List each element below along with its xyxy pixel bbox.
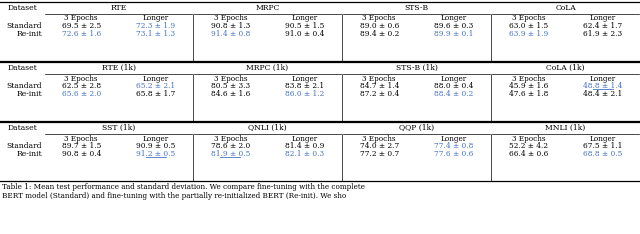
Text: 89.0 ± 0.6: 89.0 ± 0.6 xyxy=(360,22,399,29)
Text: Table 1: Mean test performance and standard deviation. We compare fine-tuning wi: Table 1: Mean test performance and stand… xyxy=(2,183,365,191)
Text: 3 Epochs: 3 Epochs xyxy=(362,75,396,83)
Text: 84.7 ± 1.4: 84.7 ± 1.4 xyxy=(360,82,399,90)
Text: Standard: Standard xyxy=(6,22,42,29)
Text: MRPC: MRPC xyxy=(255,4,280,11)
Text: 82.1 ± 0.3: 82.1 ± 0.3 xyxy=(285,150,324,158)
Text: Longer: Longer xyxy=(441,15,467,22)
Text: 3 Epochs: 3 Epochs xyxy=(362,15,396,22)
Text: Longer: Longer xyxy=(292,15,318,22)
Text: Longer: Longer xyxy=(441,135,467,143)
Text: 48.8 ± 1.4: 48.8 ± 1.4 xyxy=(583,82,623,90)
Text: 89.7 ± 1.5: 89.7 ± 1.5 xyxy=(61,142,101,150)
Text: Longer: Longer xyxy=(589,15,616,22)
Text: Standard: Standard xyxy=(6,142,42,150)
Text: 65.2 ± 2.1: 65.2 ± 2.1 xyxy=(136,82,175,90)
Text: Longer: Longer xyxy=(441,75,467,83)
Text: Standard: Standard xyxy=(6,82,42,90)
Text: 62.5 ± 2.8: 62.5 ± 2.8 xyxy=(61,82,101,90)
Text: 83.8 ± 2.1: 83.8 ± 2.1 xyxy=(285,82,324,90)
Text: 91.4 ± 0.8: 91.4 ± 0.8 xyxy=(211,29,250,37)
Text: Re-init: Re-init xyxy=(17,29,42,37)
Text: Re-init: Re-init xyxy=(17,150,42,158)
Text: CoLA: CoLA xyxy=(555,4,576,11)
Text: QQP (1k): QQP (1k) xyxy=(399,124,434,132)
Text: MNLI (1k): MNLI (1k) xyxy=(545,124,586,132)
Text: RTE (1k): RTE (1k) xyxy=(102,64,136,72)
Text: 77.2 ± 0.7: 77.2 ± 0.7 xyxy=(360,150,399,158)
Text: QNLI (1k): QNLI (1k) xyxy=(248,124,287,132)
Text: SST (1k): SST (1k) xyxy=(102,124,135,132)
Text: Re-init: Re-init xyxy=(17,90,42,98)
Text: Longer: Longer xyxy=(143,15,169,22)
Text: 88.0 ± 0.4: 88.0 ± 0.4 xyxy=(434,82,474,90)
Text: 81.9 ± 0.5: 81.9 ± 0.5 xyxy=(211,150,250,158)
Text: 89.4 ± 0.2: 89.4 ± 0.2 xyxy=(360,29,399,37)
Text: 3 Epochs: 3 Epochs xyxy=(65,15,98,22)
Text: BERT model (Standard) and fine-tuning with the partially re-initialized BERT (Re: BERT model (Standard) and fine-tuning wi… xyxy=(2,192,346,200)
Text: Longer: Longer xyxy=(589,135,616,143)
Text: Longer: Longer xyxy=(143,135,169,143)
Text: 72.3 ± 1.9: 72.3 ± 1.9 xyxy=(136,22,175,29)
Text: 72.6 ± 1.6: 72.6 ± 1.6 xyxy=(61,29,101,37)
Text: 90.9 ± 0.5: 90.9 ± 0.5 xyxy=(136,142,175,150)
Text: 84.6 ± 1.6: 84.6 ± 1.6 xyxy=(211,90,250,98)
Text: 77.6 ± 0.6: 77.6 ± 0.6 xyxy=(434,150,474,158)
Text: Dataset: Dataset xyxy=(7,124,37,132)
Text: 3 Epochs: 3 Epochs xyxy=(214,15,247,22)
Text: 48.4 ± 2.1: 48.4 ± 2.1 xyxy=(583,90,622,98)
Text: 3 Epochs: 3 Epochs xyxy=(511,75,545,83)
Text: 81.4 ± 0.9: 81.4 ± 0.9 xyxy=(285,142,324,150)
Text: 73.1 ± 1.3: 73.1 ± 1.3 xyxy=(136,29,175,37)
Text: 91.2 ± 0.5: 91.2 ± 0.5 xyxy=(136,150,175,158)
Text: 47.6 ± 1.8: 47.6 ± 1.8 xyxy=(509,90,548,98)
Text: 3 Epochs: 3 Epochs xyxy=(511,15,545,22)
Text: 65.8 ± 1.7: 65.8 ± 1.7 xyxy=(136,90,175,98)
Text: RTE: RTE xyxy=(110,4,127,11)
Text: 63.9 ± 1.9: 63.9 ± 1.9 xyxy=(509,29,548,37)
Text: 3 Epochs: 3 Epochs xyxy=(65,135,98,143)
Text: CoLA (1k): CoLA (1k) xyxy=(547,64,585,72)
Text: 3 Epochs: 3 Epochs xyxy=(65,75,98,83)
Text: Longer: Longer xyxy=(589,75,616,83)
Text: 67.5 ± 1.1: 67.5 ± 1.1 xyxy=(583,142,623,150)
Text: 89.6 ± 0.3: 89.6 ± 0.3 xyxy=(434,22,474,29)
Text: 88.4 ± 0.2: 88.4 ± 0.2 xyxy=(434,90,474,98)
Text: 90.8 ± 1.3: 90.8 ± 1.3 xyxy=(211,22,250,29)
Text: 87.2 ± 0.4: 87.2 ± 0.4 xyxy=(360,90,399,98)
Text: STS-B: STS-B xyxy=(404,4,429,11)
Text: MRPC (1k): MRPC (1k) xyxy=(246,64,289,72)
Text: 52.2 ± 4.2: 52.2 ± 4.2 xyxy=(509,142,548,150)
Text: 3 Epochs: 3 Epochs xyxy=(214,75,247,83)
Text: Longer: Longer xyxy=(143,75,169,83)
Text: Dataset: Dataset xyxy=(7,64,37,72)
Text: 80.5 ± 3.3: 80.5 ± 3.3 xyxy=(211,82,250,90)
Text: 65.6 ± 2.0: 65.6 ± 2.0 xyxy=(61,90,101,98)
Text: 66.4 ± 0.6: 66.4 ± 0.6 xyxy=(509,150,548,158)
Text: 63.0 ± 1.5: 63.0 ± 1.5 xyxy=(509,22,548,29)
Text: 62.4 ± 1.7: 62.4 ± 1.7 xyxy=(583,22,622,29)
Text: 3 Epochs: 3 Epochs xyxy=(362,135,396,143)
Text: 89.9 ± 0.1: 89.9 ± 0.1 xyxy=(434,29,474,37)
Text: 74.0 ± 2.7: 74.0 ± 2.7 xyxy=(360,142,399,150)
Text: STS-B (1k): STS-B (1k) xyxy=(396,64,437,72)
Text: 78.6 ± 2.0: 78.6 ± 2.0 xyxy=(211,142,250,150)
Text: Longer: Longer xyxy=(292,135,318,143)
Text: 68.8 ± 0.5: 68.8 ± 0.5 xyxy=(583,150,623,158)
Text: 86.0 ± 1.2: 86.0 ± 1.2 xyxy=(285,90,324,98)
Text: Dataset: Dataset xyxy=(7,4,37,11)
Text: 91.0 ± 0.4: 91.0 ± 0.4 xyxy=(285,29,324,37)
Text: 77.4 ± 0.8: 77.4 ± 0.8 xyxy=(434,142,474,150)
Text: 61.9 ± 2.3: 61.9 ± 2.3 xyxy=(583,29,622,37)
Text: 69.5 ± 2.5: 69.5 ± 2.5 xyxy=(61,22,101,29)
Text: 3 Epochs: 3 Epochs xyxy=(214,135,247,143)
Text: 3 Epochs: 3 Epochs xyxy=(511,135,545,143)
Text: 90.5 ± 1.5: 90.5 ± 1.5 xyxy=(285,22,324,29)
Text: 45.9 ± 1.6: 45.9 ± 1.6 xyxy=(509,82,548,90)
Text: 90.8 ± 0.4: 90.8 ± 0.4 xyxy=(61,150,101,158)
Text: Longer: Longer xyxy=(292,75,318,83)
